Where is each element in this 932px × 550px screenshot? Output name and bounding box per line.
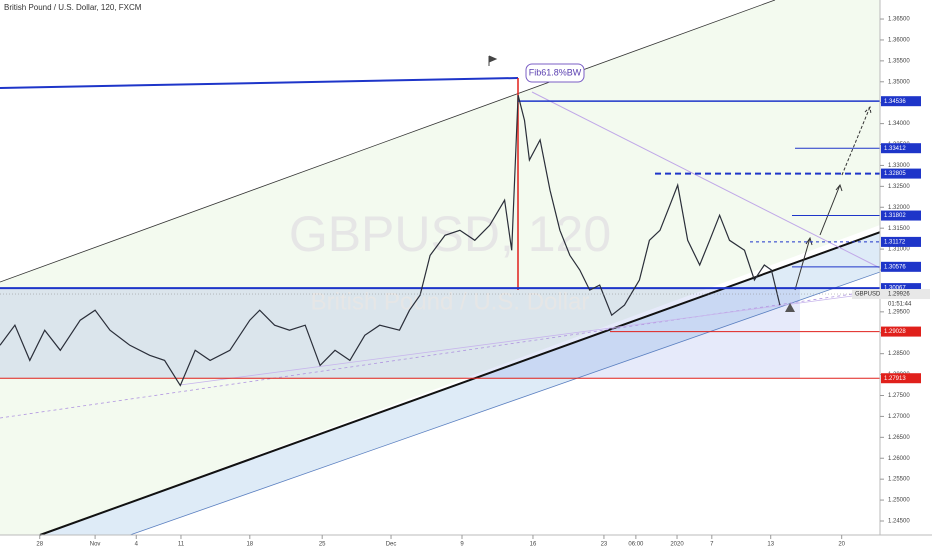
level-label-bg — [881, 96, 921, 107]
x-tick-label: 28 — [36, 542, 43, 548]
y-tick-label: 1.26000 — [888, 456, 910, 462]
y-tick-label: 1.31500 — [888, 226, 910, 232]
level-label-bg — [881, 283, 921, 294]
level-label: 1.34536 — [884, 99, 906, 105]
y-tick-label: 1.28500 — [888, 351, 910, 357]
level-label: 1.30576 — [884, 264, 906, 270]
level-label: 1.27913 — [884, 376, 906, 382]
y-tick-label: 1.25500 — [888, 477, 910, 483]
level-label: 1.33412 — [884, 146, 906, 152]
x-tick-label: 11 — [178, 542, 185, 548]
y-tick-label: 1.29500 — [888, 309, 910, 315]
level-label-bg — [881, 143, 921, 154]
trendline — [179, 294, 861, 386]
level-label-bg — [881, 168, 921, 179]
x-tick-label: 18 — [246, 542, 253, 548]
level-label: 1.31172 — [884, 239, 906, 245]
flag — [488, 55, 498, 66]
y-tick-label: 1.27000 — [888, 414, 910, 420]
marker — [785, 303, 795, 312]
channel-fill — [0, 0, 880, 535]
y-tick-label: 1.35000 — [888, 79, 910, 85]
trendline — [0, 289, 881, 419]
x-tick-label: Nov — [90, 542, 101, 548]
y-tick-label: 1.35500 — [888, 58, 910, 64]
arrow — [819, 183, 843, 236]
last-price-bg — [852, 289, 930, 300]
trendline — [0, 0, 776, 283]
x-tick-label: 7 — [710, 542, 714, 548]
arrow — [794, 236, 813, 291]
level-label: 1.32805 — [884, 171, 906, 177]
trendline — [0, 77, 519, 89]
price-line — [0, 95, 781, 387]
countdown: 01:51:44 — [888, 302, 912, 308]
level-label-bg — [881, 261, 921, 272]
symbol-label: GBPUSD — [855, 292, 881, 298]
y-tick-label: 1.24500 — [888, 519, 910, 525]
x-tick-label: 2020 — [670, 542, 684, 548]
x-tick-label: 13 — [767, 542, 774, 548]
last-price-label: 1.29926 — [888, 292, 910, 298]
x-tick-label: 16 — [530, 542, 537, 548]
level-label-bg — [881, 210, 921, 221]
y-tick-label: 1.36000 — [888, 38, 910, 44]
x-tick-label: 4 — [135, 542, 139, 548]
trendline — [129, 264, 901, 536]
x-tick-label: 06:00 — [628, 542, 644, 548]
y-tick-label: 1.36500 — [888, 17, 910, 23]
y-tick-label: 1.31000 — [888, 247, 910, 253]
price-axis — [880, 0, 932, 550]
level-label-bg — [881, 373, 921, 384]
arrow — [841, 105, 872, 176]
range-box — [0, 288, 800, 379]
y-tick-label: 1.26500 — [888, 435, 910, 441]
annotation-box — [525, 63, 585, 83]
y-tick-label: 1.32500 — [888, 184, 910, 190]
x-tick-label: Dec — [386, 542, 397, 548]
y-tick-label: 1.25000 — [888, 498, 910, 504]
x-tick-label: 23 — [601, 542, 608, 548]
x-tick-label: 25 — [319, 542, 326, 548]
y-tick-label: 1.27500 — [888, 393, 910, 399]
x-tick-label: 9 — [460, 542, 464, 548]
x-tick-label: 20 — [838, 542, 845, 548]
header-bg — [0, 0, 150, 14]
level-label: 1.29028 — [884, 329, 906, 335]
level-label-bg — [881, 236, 921, 247]
level-label: 1.30067 — [884, 286, 906, 292]
header-title: British Pound / U.S. Dollar, 120, FXCM — [4, 3, 142, 12]
level-label-bg — [881, 326, 921, 337]
watermark-subtitle: British Pound / U.S. Dollar — [311, 288, 590, 315]
y-tick-label: 1.32000 — [888, 205, 910, 211]
annotation: Fib61.8%BW — [529, 67, 582, 77]
trendline — [531, 91, 881, 269]
y-tick-label: 1.34000 — [888, 121, 910, 127]
y-tick-label: 1.33000 — [888, 163, 910, 169]
level-label: 1.31802 — [884, 213, 906, 219]
